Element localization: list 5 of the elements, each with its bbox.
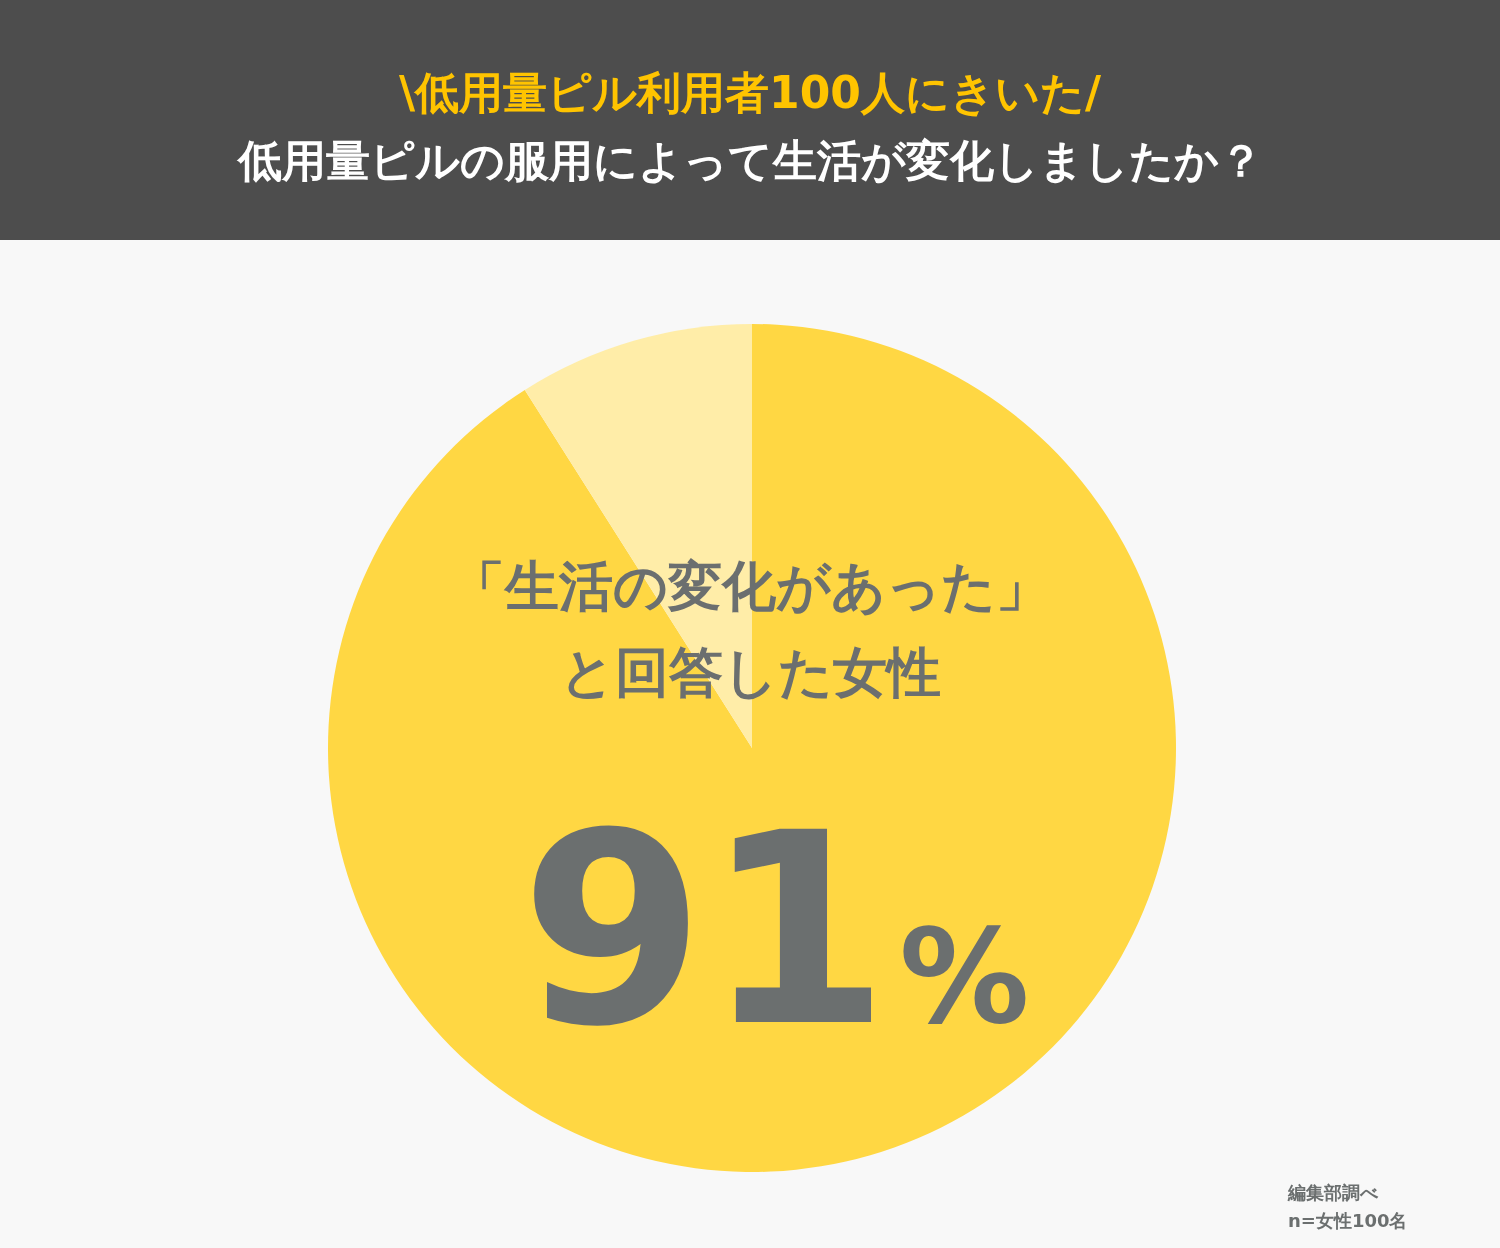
data-label: 91% — [520, 776, 1030, 1084]
chart-subtitle: 低用量ピルの服用によって生活が変化しましたか？ — [235, 135, 1263, 186]
chart-title: \低用量ピル利用者100人にきいた/ — [399, 67, 1102, 118]
text: n=女性100名 — [1288, 1210, 1408, 1231]
text: 編集部調べ — [1287, 1182, 1379, 1203]
